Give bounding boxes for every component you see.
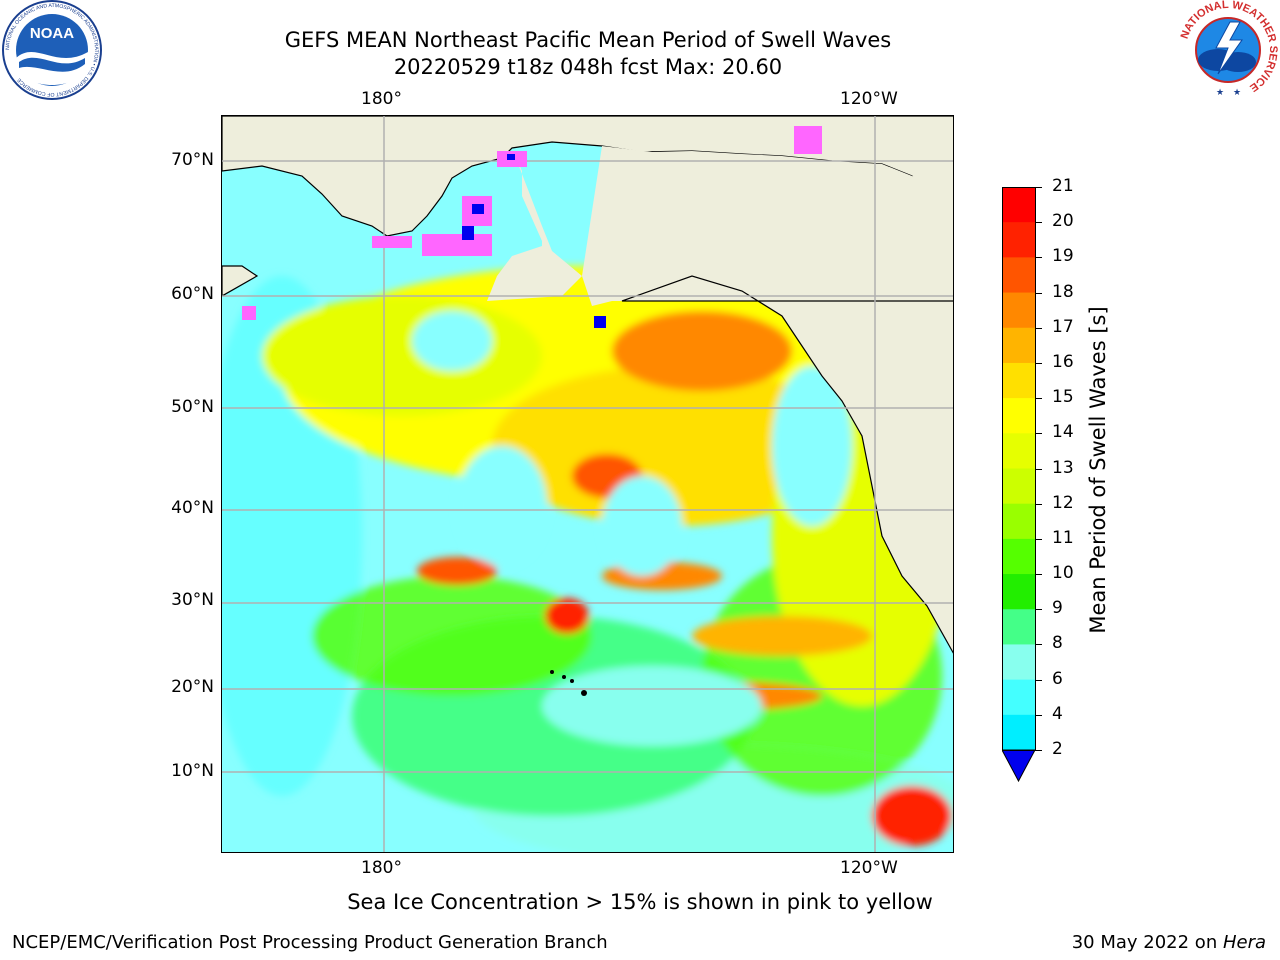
- lon-label-bottom-180: 180°: [361, 858, 402, 878]
- colorbar-band: [1002, 257, 1036, 293]
- colorbar-tick-label: 2: [1052, 739, 1063, 759]
- chart-title: GEFS MEAN Northeast Pacific Mean Period …: [0, 27, 1176, 53]
- colorbar-tick-label: 6: [1052, 669, 1063, 689]
- colorbar-tick-mark: [1036, 433, 1042, 434]
- colorbar-band: [1002, 504, 1036, 540]
- colorbar-tick-mark: [1036, 574, 1042, 575]
- colorbar-tick-label: 19: [1052, 246, 1074, 266]
- colorbar-tick-label: 18: [1052, 282, 1074, 302]
- colorbar-label: Mean Period of Swell Waves [s]: [1086, 306, 1110, 633]
- colorbar-band: [1002, 644, 1036, 680]
- nws-logo: NATIONAL WEATHER SERVICE ★ ★: [1178, 0, 1278, 100]
- colorbar-tick-label: 20: [1052, 211, 1074, 231]
- colorbar-band: [1002, 328, 1036, 364]
- colorbar-band: [1002, 715, 1036, 751]
- chart-subtitle: 20220529 t18z 048h fcst Max: 20.60: [0, 54, 1176, 80]
- colorbar-tick-label: 9: [1052, 598, 1063, 618]
- colorbar-band: [1002, 609, 1036, 645]
- colorbar-band: [1002, 469, 1036, 505]
- colorbar-tick-label: 8: [1052, 633, 1063, 653]
- colorbar-tick-mark: [1036, 750, 1042, 751]
- footer-date-text: 30 May 2022 on: [1072, 932, 1223, 953]
- colorbar-tick-mark: [1036, 398, 1042, 399]
- lon-label-top-180: 180°: [361, 89, 402, 109]
- svg-text:★: ★: [1216, 88, 1224, 98]
- colorbar-tick-mark: [1036, 539, 1042, 540]
- colorbar-band: [1002, 363, 1036, 399]
- colorbar-tick-mark: [1036, 187, 1042, 188]
- colorbar-tick-mark: [1036, 363, 1042, 364]
- colorbar-band: [1002, 574, 1036, 610]
- colorbar-tick-mark: [1036, 644, 1042, 645]
- map-panel: [221, 115, 954, 853]
- colorbar-tick-label: 15: [1052, 387, 1074, 407]
- colorbar-tick-mark: [1036, 504, 1042, 505]
- lat-label-60n: 60°N: [171, 284, 214, 304]
- colorbar-band: [1002, 433, 1036, 469]
- lat-label-70n: 70°N: [171, 150, 214, 170]
- lat-label-10n: 10°N: [171, 761, 214, 781]
- colorbar-tick-label: 4: [1052, 704, 1063, 724]
- lat-label-40n: 40°N: [171, 498, 214, 518]
- colorbar-tick-label: 17: [1052, 317, 1074, 337]
- colorbar-tick-label: 11: [1052, 528, 1074, 548]
- colorbar-band: [1002, 680, 1036, 716]
- svg-text:★: ★: [1233, 88, 1241, 98]
- colorbar: [1002, 187, 1036, 783]
- colorbar-tick-label: 13: [1052, 458, 1074, 478]
- colorbar-tick-mark: [1036, 680, 1042, 681]
- colorbar-band: [1002, 398, 1036, 434]
- sea-ice-caption: Sea Ice Concentration > 15% is shown in …: [0, 890, 1280, 914]
- colorbar-tick-mark: [1036, 328, 1042, 329]
- lat-label-20n: 20°N: [171, 677, 214, 697]
- lat-label-30n: 30°N: [171, 590, 214, 610]
- noaa-logo: NOAA NATIONAL OCEANIC AND ATMOSPHERIC AD…: [1, 0, 103, 100]
- footer-credit: NCEP/EMC/Verification Post Processing Pr…: [12, 932, 608, 953]
- lat-label-50n: 50°N: [171, 397, 214, 417]
- colorbar-band: [1002, 293, 1036, 329]
- colorbar-tick-label: 16: [1052, 352, 1074, 372]
- footer-date: 30 May 2022 on Hera: [1072, 932, 1266, 953]
- noaa-logo-text: NOAA: [30, 25, 74, 42]
- lon-label-top-120w: 120°W: [840, 89, 898, 109]
- colorbar-tick-label: 14: [1052, 422, 1074, 442]
- colorbar-tick-mark: [1036, 257, 1042, 258]
- colorbar-band: [1002, 187, 1036, 223]
- colorbar-tick-label: 21: [1052, 176, 1074, 196]
- colorbar-tick-mark: [1036, 715, 1042, 716]
- colorbar-tick-mark: [1036, 609, 1042, 610]
- colorbar-tick-label: 10: [1052, 563, 1074, 583]
- colorbar-tick-mark: [1036, 293, 1042, 294]
- lon-label-bottom-120w: 120°W: [840, 858, 898, 878]
- colorbar-tick-label: 12: [1052, 493, 1074, 513]
- colorbar-band: [1002, 539, 1036, 575]
- colorbar-tick-mark: [1036, 222, 1042, 223]
- colorbar-band: [1002, 222, 1036, 258]
- colorbar-tick-mark: [1036, 469, 1042, 470]
- footer-host: Hera: [1223, 932, 1266, 953]
